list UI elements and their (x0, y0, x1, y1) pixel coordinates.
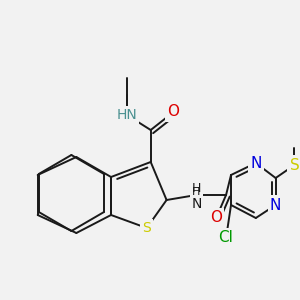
Text: HN: HN (116, 108, 137, 122)
Text: S: S (290, 158, 299, 172)
Text: Cl: Cl (219, 230, 233, 245)
Text: N: N (270, 197, 281, 212)
Text: O: O (167, 104, 179, 119)
Text: H: H (192, 182, 201, 195)
Text: S: S (142, 221, 151, 235)
Text: H: H (192, 187, 200, 197)
Text: N: N (191, 197, 202, 211)
Text: O: O (210, 211, 222, 226)
Text: N: N (250, 155, 262, 170)
